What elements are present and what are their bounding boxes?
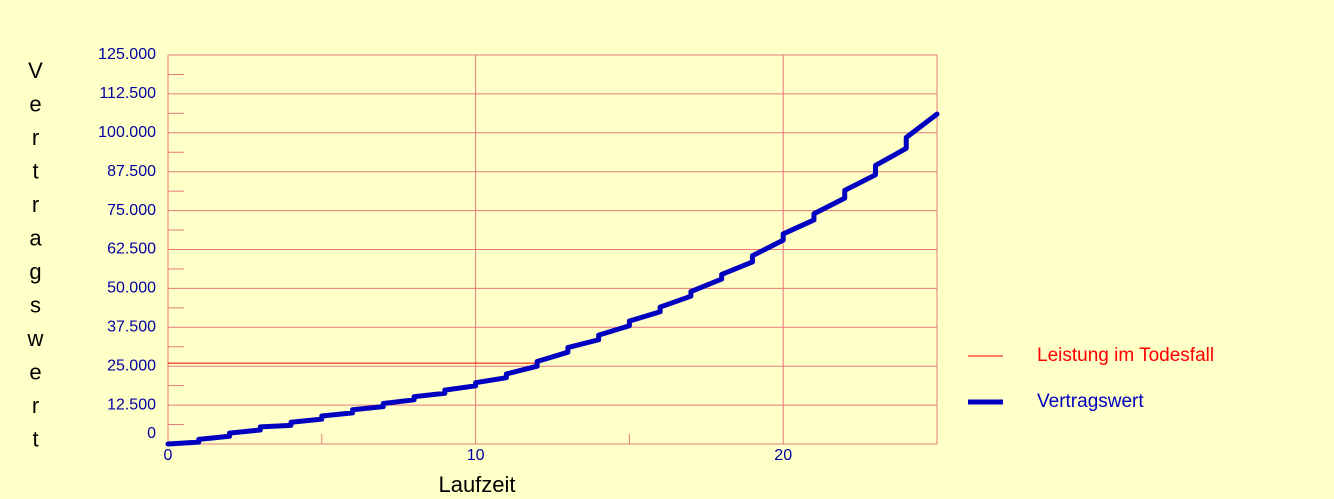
x-axis-label: Laufzeit (438, 472, 515, 497)
data-line (165, 111, 940, 447)
y-tick-label: 25.000 (107, 357, 156, 374)
y-tick-label: 62.500 (107, 241, 156, 258)
y-axis-label: Vertragswert (23, 58, 48, 460)
y-tick-label: 112.500 (99, 85, 156, 102)
y-tick-label: 12.500 (107, 396, 156, 413)
x-tick-label: 20 (774, 447, 792, 464)
legend-label: Leistung im Todesfall (1037, 345, 1214, 366)
y-tick-label: 37.500 (107, 319, 156, 336)
y-tick-label: 75.000 (107, 202, 156, 219)
y-tick-label: 125.000 (98, 46, 156, 63)
x-tick-label: 10 (467, 447, 485, 464)
legend-label: Vertragswert (1037, 391, 1144, 412)
x-tick-label: 0 (164, 447, 173, 464)
y-tick-label: 100.000 (98, 124, 156, 141)
y-tick-label: 0 (147, 425, 156, 442)
y-tick-label: 50.000 (107, 280, 156, 297)
y-tick-label: 87.500 (107, 163, 156, 180)
